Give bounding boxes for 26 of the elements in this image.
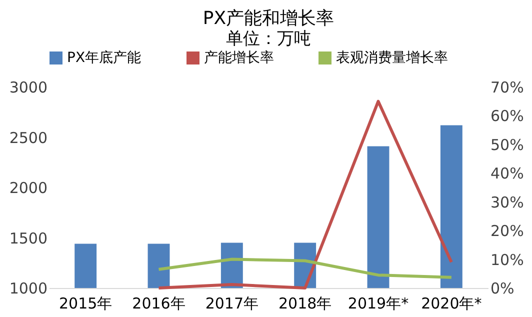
y-tick-label: 1500 xyxy=(9,229,48,248)
x-tick-label: 2016年 xyxy=(132,294,186,312)
y2-tick-label: 70% xyxy=(490,78,524,96)
y2-tick-label: 20% xyxy=(490,222,524,240)
x-tick-label: 2020年* xyxy=(421,294,482,312)
x-tick-label: 2017年 xyxy=(205,294,259,312)
legend-label: 表观消费量增长率 xyxy=(336,50,448,66)
y-tick-label: 3000 xyxy=(9,78,48,96)
line-series xyxy=(157,100,453,290)
x-tick-label: 2015年 xyxy=(58,294,112,312)
legend-label: PX年底产能 xyxy=(67,50,142,66)
line-series xyxy=(157,258,453,279)
y2-tick-label: 30% xyxy=(490,193,524,212)
y2-tick-label: 0% xyxy=(490,280,514,298)
y-tick-label: 1000 xyxy=(9,280,48,298)
x-tick-label: 2018年 xyxy=(278,294,332,312)
y2-tick-label: 60% xyxy=(490,107,524,126)
y-tick-label: 2000 xyxy=(9,179,48,197)
y2-tick-label: 50% xyxy=(490,136,524,154)
y2-tick-label: 10% xyxy=(490,250,524,269)
chart-title: PX产能和增长率 xyxy=(202,8,334,29)
text: 单位：万吨 xyxy=(226,29,311,49)
legend-label: 产能增长率 xyxy=(204,50,274,66)
y-tick-label: 2500 xyxy=(9,128,48,147)
y2-tick-label: 40% xyxy=(490,164,524,183)
x-tick-label: 2019年* xyxy=(348,294,410,312)
